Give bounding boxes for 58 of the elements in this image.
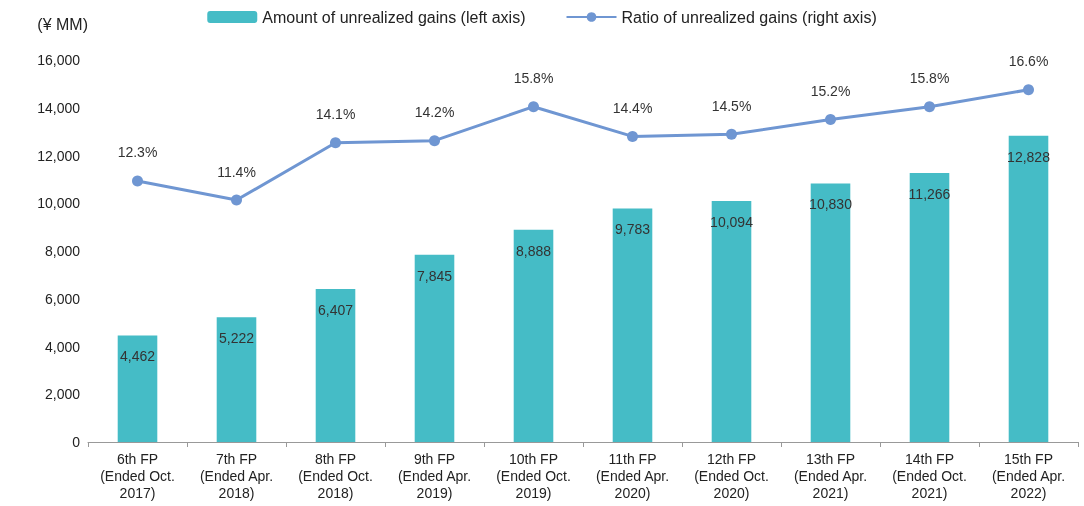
data-label: 15.8%	[513, 70, 554, 87]
data-label: 16.6%	[1008, 53, 1049, 70]
data-label: 14.4%	[612, 99, 653, 116]
x-tick-label: 10th FP (Ended Oct. 2019)	[496, 450, 571, 501]
data-label: 14.1%	[315, 106, 356, 123]
point	[330, 137, 341, 149]
data-label: 15.8%	[909, 70, 950, 87]
bar	[117, 335, 158, 442]
x-tick-label: 14th FP (Ended Oct. 2021)	[892, 450, 967, 501]
x-tick-label: 9th FP (Ended Apr. 2019)	[397, 450, 472, 501]
y-tick-label: 10,000	[37, 195, 81, 212]
y-tick-label: 6,000	[44, 290, 81, 307]
point	[825, 113, 836, 125]
y-tick-label: 0	[72, 434, 81, 450]
y-tick-label: 14,000	[37, 99, 81, 116]
y-axis-title: (¥ MM)	[37, 15, 88, 33]
point	[627, 130, 638, 142]
y-tick-label: 16,000	[37, 52, 81, 68]
bar	[909, 173, 950, 442]
data-label: 15.2%	[810, 82, 851, 99]
x-tick-label: 12th FP (Ended Oct. 2020)	[694, 450, 769, 501]
legend-label: Amount of unrealized gains (left axis)	[262, 8, 526, 26]
point	[429, 135, 440, 147]
y-tick-label: 8,000	[44, 243, 81, 259]
point	[231, 194, 242, 206]
data-label: 7,845	[416, 267, 453, 284]
x-tick-label: 15th FP (Ended Apr. 2022)	[991, 450, 1066, 501]
bar	[216, 317, 257, 442]
x-tick-label: 13th FP (Ended Apr. 2021)	[793, 450, 868, 501]
y-tick-label: 12,000	[37, 147, 81, 164]
bar	[711, 201, 752, 442]
point	[528, 101, 539, 113]
y-tick-label: 4,000	[44, 338, 81, 355]
data-label: 6,407	[317, 302, 354, 319]
data-label: 14.2%	[414, 104, 455, 121]
data-label: 14.5%	[711, 97, 752, 114]
data-label: 12.3%	[117, 144, 158, 161]
x-tick-label: 7th FP (Ended Apr. 2018)	[199, 450, 274, 501]
point	[726, 128, 737, 140]
data-label: 4,462	[119, 348, 156, 365]
data-label: 5,222	[218, 330, 255, 347]
y-tick-label: 2,000	[44, 386, 81, 403]
data-label: 8,888	[515, 242, 552, 259]
x-tick-label: 11th FP (Ended Apr. 2020)	[595, 450, 670, 501]
x-tick-label: 8th FP (Ended Oct. 2018)	[298, 450, 373, 501]
data-label: 9,783	[614, 221, 651, 238]
bar	[612, 208, 653, 442]
bar	[315, 289, 356, 442]
bar	[414, 254, 455, 442]
data-label: 11.4%	[217, 163, 256, 180]
bar	[1008, 135, 1049, 442]
bar	[810, 183, 851, 442]
x-tick-label: 6th FP (Ended Oct. 2017)	[100, 450, 175, 501]
legend-label: Ratio of unrealized gains (right axis)	[621, 8, 877, 26]
point	[132, 175, 143, 187]
point	[1023, 84, 1034, 96]
bar	[513, 229, 554, 442]
point	[924, 101, 935, 113]
